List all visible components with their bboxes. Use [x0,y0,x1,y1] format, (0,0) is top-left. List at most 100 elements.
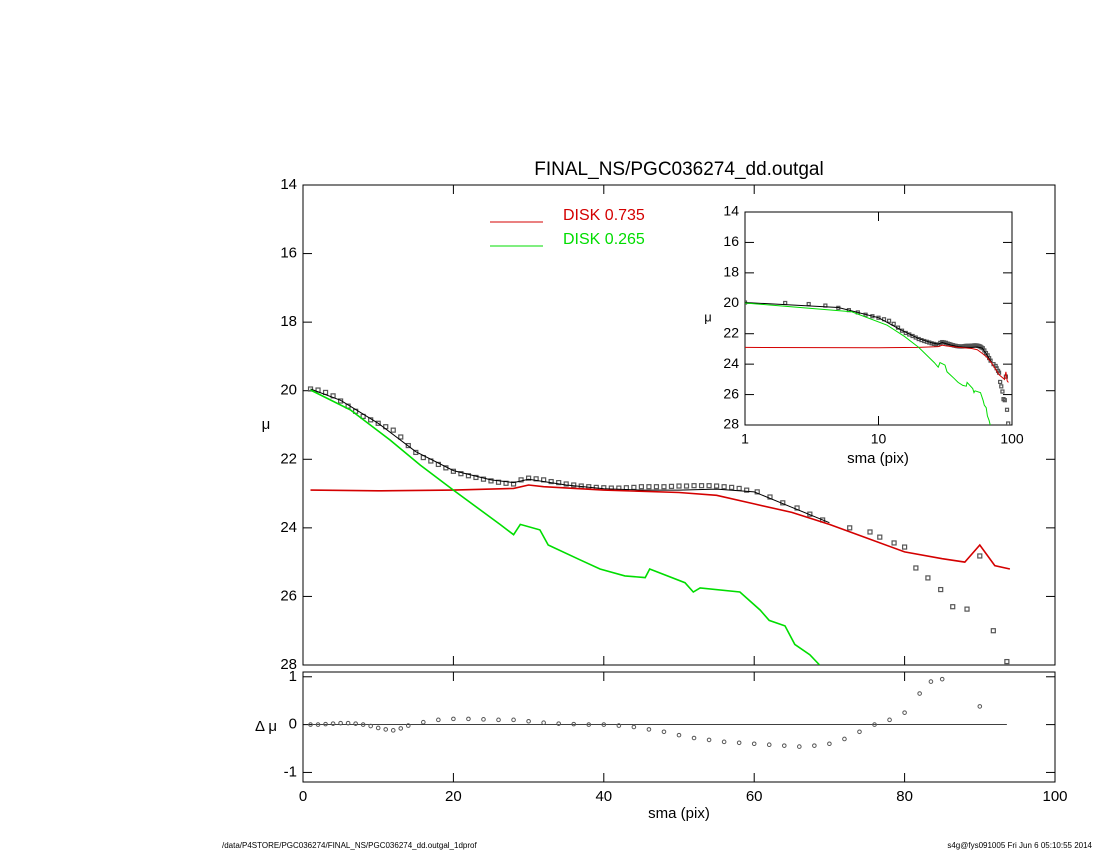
residual-point [797,744,802,749]
y-tick-label: 14 [280,176,297,193]
inset-y-label: μ [704,309,712,324]
data-point [525,475,532,481]
residual-point [496,717,501,723]
data-point [1000,389,1005,394]
residual-point [556,721,561,726]
x-tick-label: 0 [299,788,307,805]
data-point [713,483,720,489]
data-point [721,484,727,490]
data-point [653,484,660,490]
data-point [390,427,396,433]
data-point [950,604,956,610]
residual-point [887,717,892,723]
residual-point [706,737,712,743]
data-point [480,476,487,482]
legend-label: DISK 0.265 [563,231,645,248]
residual-point [481,717,486,722]
x-tick-label: 60 [746,788,763,805]
data-point [877,534,883,540]
residual-point [383,727,389,732]
residual-point [902,710,907,715]
data-point [668,483,675,489]
data-point [1004,658,1010,665]
plot-frame [302,671,1056,783]
y-tick-label: 20 [280,382,297,399]
residual-point [736,740,742,746]
data-point [990,628,996,634]
data-point [886,318,892,323]
data-point [783,300,788,306]
x-tick-label: 40 [595,788,612,805]
residual-point [766,742,772,747]
residual-point [511,717,516,723]
data-point [691,483,697,489]
data-point [458,471,464,477]
y-tick-label: 18 [280,313,297,330]
plot-area [307,386,1011,665]
component-line [745,302,991,425]
data-point [744,487,750,493]
data-point [867,529,873,535]
residual-point [691,735,697,741]
residual-point [308,722,313,727]
data-point [913,565,919,571]
residual-point [676,732,682,738]
residual-point [586,722,592,727]
data-point [405,442,411,449]
y-tick-label: 16 [723,233,739,249]
residual-point [398,726,404,731]
data-point [767,494,773,500]
y-axis-label: Δ μ [255,718,277,735]
residual-point [360,722,366,727]
plot-area [308,676,1007,749]
data-point [683,483,690,489]
plot-area [745,300,1011,425]
data-point [488,478,494,484]
y-tick-label: 0 [289,716,297,733]
data-point [631,484,637,490]
residual-point [345,720,351,726]
y-tick-label: 1 [289,668,297,685]
model-line [310,388,830,524]
y-tick-label: 22 [280,450,297,467]
residual-point [405,723,411,728]
data-point [518,477,524,483]
residual-point [353,721,358,726]
data-point [571,482,577,488]
residual-point [857,729,862,735]
footer-left: /data/P4STORE/PGC036274/FINAL_NS/PGC0362… [222,841,477,850]
data-point [891,321,896,326]
y-tick-label: 14 [723,203,739,219]
y-axis-label: μ [262,416,271,433]
residual-point [436,717,441,723]
data-point [698,483,705,489]
data-point [1006,421,1011,425]
data-point [847,525,853,531]
residual-point [338,720,343,726]
data-point [925,575,931,581]
residual-point [526,718,531,724]
y-tick-label: 20 [723,294,739,310]
data-point [495,479,502,485]
y-tick-label: 22 [723,324,739,340]
residual-point [616,723,622,728]
component-line [310,389,821,665]
data-point [736,485,742,492]
plot-frame [302,184,1056,666]
residual-point [751,741,757,747]
data-point [729,484,735,490]
residual-point [631,724,637,730]
residual-point [842,736,847,742]
data-point [563,481,569,487]
residual-point [781,743,787,748]
data-point [548,478,554,485]
data-point [964,606,970,612]
data-point [661,484,667,490]
data-point [556,480,562,486]
x-axis-label: sma (pix) [648,805,710,822]
residual-point [375,725,381,731]
footer-right: s4g@fys091005 Fri Jun 6 05:10:55 2014 [947,841,1092,850]
residual-point [390,728,396,733]
